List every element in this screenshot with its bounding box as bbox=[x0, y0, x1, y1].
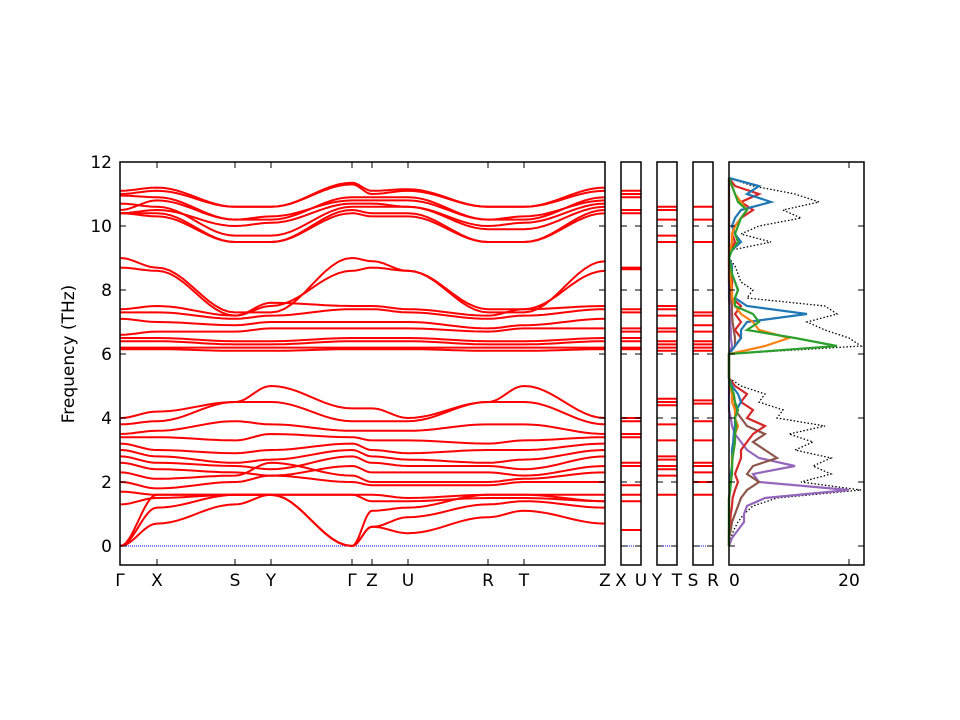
phonon-band bbox=[120, 337, 606, 343]
x-tick-label: Y bbox=[651, 571, 663, 591]
dos-x-tick-label: 0 bbox=[729, 571, 740, 591]
short-panel-frame bbox=[692, 161, 714, 566]
phonon-band bbox=[119, 212, 606, 243]
phonon-band bbox=[120, 308, 606, 320]
dos-panel-frame bbox=[728, 161, 865, 566]
x-tick-label: U bbox=[402, 571, 414, 591]
y-tick-label: 6 bbox=[101, 345, 112, 365]
phonon-band bbox=[119, 461, 606, 483]
phonon-band bbox=[119, 493, 606, 506]
y-tick-label: 12 bbox=[90, 153, 112, 173]
x-tick-label: Y bbox=[265, 571, 277, 591]
x-tick-label: R bbox=[482, 571, 494, 591]
x-tick-label: U bbox=[635, 571, 647, 591]
x-tick-label: Γ bbox=[347, 571, 357, 591]
x-tick-label: T bbox=[518, 571, 530, 591]
y-tick-label: 8 bbox=[101, 281, 112, 301]
y-tick-label: 2 bbox=[101, 473, 112, 493]
x-tick-label: Γ bbox=[115, 571, 125, 591]
y-tick-label: 10 bbox=[90, 217, 112, 237]
phonon-band bbox=[119, 183, 606, 208]
phonon-band bbox=[119, 199, 606, 221]
phonon-band bbox=[119, 317, 606, 330]
x-tick-label: S bbox=[230, 571, 241, 591]
phonon-band bbox=[120, 194, 606, 221]
x-tick-label: Z bbox=[366, 571, 378, 591]
partial-dos-curve bbox=[727, 176, 808, 546]
band-panel-frame bbox=[119, 161, 606, 566]
phonon-band bbox=[119, 448, 606, 464]
phonon-band bbox=[119, 301, 606, 317]
x-tick-label: X bbox=[151, 571, 163, 591]
phonon-band bbox=[119, 401, 606, 426]
y-axis-label: Frequency (THz) bbox=[59, 285, 79, 424]
phonon-band bbox=[119, 461, 606, 477]
phonon-band bbox=[119, 442, 606, 455]
short-panel-frame bbox=[620, 161, 642, 566]
phonon-band bbox=[119, 420, 606, 435]
phonon-band bbox=[120, 432, 606, 445]
x-tick-label: T bbox=[671, 571, 683, 591]
phonon-band bbox=[119, 202, 606, 237]
phonon-band bbox=[119, 493, 606, 548]
partial-dos-curve bbox=[727, 177, 793, 546]
phonon-band bbox=[119, 474, 605, 490]
dos-x-tick-label: 20 bbox=[838, 571, 860, 591]
phonon-band bbox=[120, 340, 606, 346]
phonon-band bbox=[119, 493, 606, 548]
dos-panel: 0 20 bbox=[727, 161, 865, 591]
phonon-band bbox=[120, 348, 605, 352]
y-tick-label: 0 bbox=[101, 537, 112, 557]
phonon-band bbox=[119, 202, 606, 228]
phonon-band bbox=[119, 384, 606, 420]
x-tick-label: R bbox=[707, 571, 719, 591]
short-panel-frame bbox=[656, 161, 678, 566]
x-tick-label: S bbox=[688, 571, 699, 591]
phonon-band bbox=[119, 455, 606, 471]
x-tick-label: X bbox=[615, 571, 627, 591]
phonon-band bbox=[119, 256, 606, 314]
x-tick-label: Z bbox=[599, 571, 611, 591]
phonon-band bbox=[119, 266, 606, 317]
phonon-band bbox=[119, 493, 606, 548]
phonon-band bbox=[119, 327, 605, 336]
y-tick-label: 4 bbox=[101, 409, 112, 429]
